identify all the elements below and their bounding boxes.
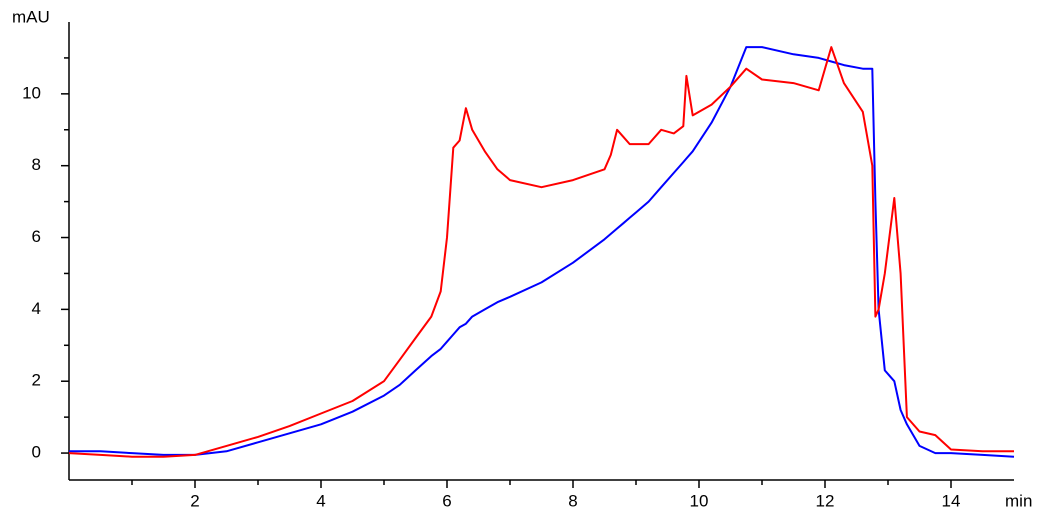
y-tick-label: 4 <box>32 299 41 318</box>
x-tick-label: 2 <box>190 491 199 510</box>
series-line <box>69 46 1015 458</box>
series-line <box>68 46 1014 458</box>
x-tick-label: 12 <box>816 491 835 510</box>
x-axis-label: min <box>1005 491 1032 510</box>
x-tick-label: 8 <box>568 491 577 510</box>
y-tick-label: 2 <box>32 371 41 390</box>
x-tick-label: 6 <box>442 491 451 510</box>
y-axis-label: mAU <box>12 7 50 26</box>
y-tick-label: 10 <box>22 83 41 102</box>
y-tick-label: 8 <box>32 155 41 174</box>
y-tick-label: 6 <box>32 227 41 246</box>
y-tick-label: 0 <box>32 443 41 462</box>
x-tick-label: 4 <box>316 491 325 510</box>
x-tick-label: 10 <box>690 491 709 510</box>
x-tick-label: 14 <box>942 491 961 510</box>
